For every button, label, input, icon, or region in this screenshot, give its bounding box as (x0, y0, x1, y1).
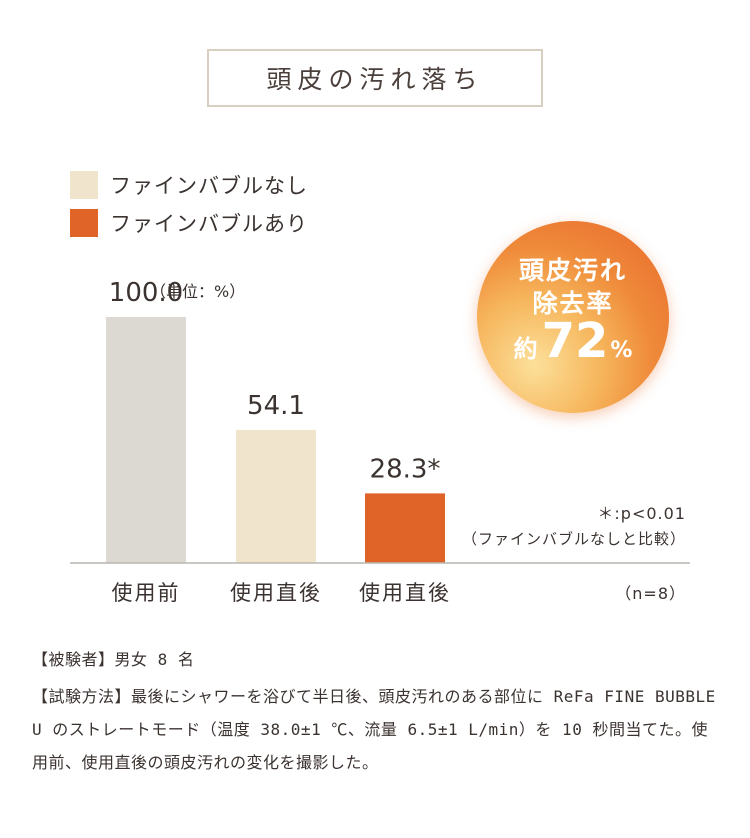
legend-swatch-without (70, 171, 98, 199)
badge-unit: % (610, 338, 633, 363)
legend-item-without: ファインバブルなし (70, 170, 308, 200)
value-label-2: 28.3* (370, 454, 441, 484)
bar-chart: 100.0 使用前 54.1 使用直後 28.3* 使用直後 （単位：%） (70, 278, 690, 605)
category-label-1: 使用直後 (230, 581, 322, 605)
value-label-0: 100.0 (109, 278, 183, 308)
removal-rate-badge: 頭皮汚れ 除去率 約 72 % (477, 221, 669, 413)
legend-label-without: ファインバブルなし (110, 174, 308, 198)
comparison-note: （ファインバブルなしと比較） (461, 530, 686, 548)
chart-title: 頭皮の汚れ落ち (266, 65, 484, 94)
category-label-0: 使用前 (112, 581, 181, 605)
title-box: 頭皮の汚れ落ち (207, 49, 543, 107)
badge-line1: 頭皮汚れ (518, 256, 627, 285)
value-label-1: 54.1 (247, 391, 305, 421)
legend-item-with: ファインバブルあり (70, 208, 308, 238)
method-text: 【試験方法】最後にシャワーを浴びて半日後、頭皮汚れのある部位に ReFa FIN… (32, 687, 716, 772)
unit-label: （単位：%） (150, 282, 245, 301)
sample-size-note: （n=8） (615, 584, 686, 603)
bar-1 (236, 429, 316, 563)
badge-line2: 除去率 (532, 289, 614, 318)
badge-value: 72 (541, 313, 609, 369)
category-label-2: 使用直後 (359, 581, 451, 605)
subjects-text: 【被験者】男女 8 名 (32, 650, 195, 669)
significance-note: ＊:p<0.01 (597, 504, 686, 523)
badge-value-row: 約 72 % (477, 313, 669, 369)
legend: ファインバブルなし ファインバブルあり (70, 170, 308, 246)
bar-2 (365, 493, 445, 563)
legend-label-with: ファインバブルあり (110, 212, 308, 236)
legend-swatch-with (70, 209, 98, 237)
badge-prefix: 約 (513, 335, 538, 363)
bar-0 (106, 317, 186, 563)
